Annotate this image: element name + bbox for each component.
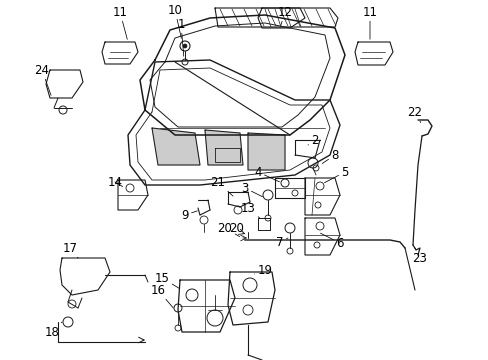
Text: 21: 21	[210, 176, 232, 196]
Text: 17: 17	[62, 242, 78, 258]
Polygon shape	[204, 130, 243, 165]
Text: 18: 18	[44, 322, 62, 338]
Text: 11: 11	[362, 5, 377, 39]
Text: 7: 7	[276, 235, 287, 248]
Text: 6: 6	[320, 233, 343, 249]
Text: 15: 15	[154, 271, 179, 289]
Circle shape	[183, 44, 186, 48]
Text: 24: 24	[35, 63, 51, 95]
Text: 8: 8	[322, 149, 338, 163]
Polygon shape	[152, 128, 200, 165]
Text: 20: 20	[217, 221, 239, 237]
Text: 9: 9	[181, 208, 197, 221]
Text: 1: 1	[177, 18, 184, 56]
Text: 2: 2	[307, 134, 318, 147]
Text: 12: 12	[277, 5, 292, 25]
Polygon shape	[247, 133, 285, 170]
Text: 20: 20	[229, 221, 244, 234]
Text: 11: 11	[112, 5, 127, 39]
Text: 16: 16	[150, 284, 173, 308]
Text: 3: 3	[241, 181, 262, 197]
Text: 10: 10	[167, 4, 182, 38]
Text: 13: 13	[240, 202, 259, 218]
Text: 4: 4	[254, 166, 279, 182]
Text: 14: 14	[107, 176, 122, 189]
Text: 22: 22	[407, 105, 422, 122]
Text: 5: 5	[324, 166, 348, 183]
Text: 23: 23	[412, 248, 427, 265]
Text: 19: 19	[254, 264, 272, 276]
